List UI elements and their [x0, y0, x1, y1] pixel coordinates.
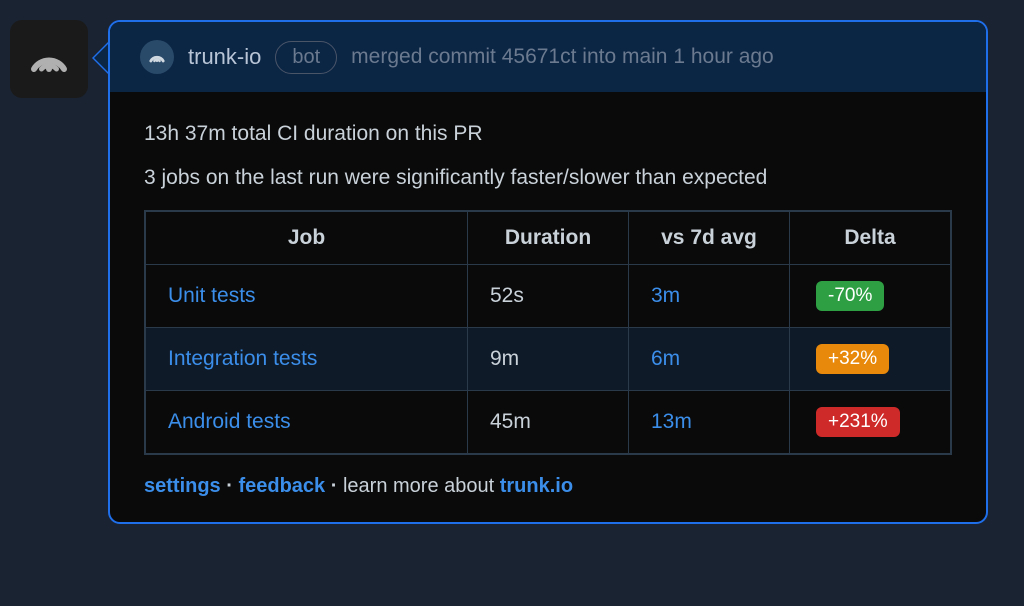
job-link[interactable]: Unit tests: [168, 284, 256, 307]
col-delta: Delta: [790, 212, 951, 265]
table-row: Android tests 45m 13m +231%: [146, 391, 951, 454]
comment-container: trunk-io bot merged commit 45671ct into …: [108, 20, 988, 524]
delta-badge: +32%: [816, 344, 889, 374]
col-vs-avg: vs 7d avg: [629, 212, 790, 265]
bot-badge: bot: [275, 41, 337, 74]
vs-avg-link[interactable]: 3m: [651, 284, 680, 307]
vs-avg-link[interactable]: 6m: [651, 347, 680, 370]
bot-avatar[interactable]: [10, 20, 88, 98]
ci-jobs-table: Job Duration vs 7d avg Delta Unit tests 5…: [144, 210, 952, 455]
col-duration: Duration: [468, 212, 629, 265]
feedback-link[interactable]: feedback: [238, 475, 325, 497]
trunk-io-link[interactable]: trunk.io: [500, 475, 573, 497]
job-link[interactable]: Integration tests: [168, 347, 317, 370]
duration-cell: 9m: [468, 328, 629, 391]
bot-name[interactable]: trunk-io: [188, 44, 261, 70]
delta-badge: +231%: [816, 407, 900, 437]
job-link[interactable]: Android tests: [168, 410, 291, 433]
commit-action-text: merged commit 45671ct into main 1 hour a…: [351, 45, 774, 69]
comment-body: 13h 37m total CI duration on this PR 3 j…: [110, 92, 986, 522]
separator: ·: [221, 475, 239, 497]
separator: ·: [325, 475, 343, 497]
duration-cell: 45m: [468, 391, 629, 454]
table-row: Unit tests 52s 3m -70%: [146, 265, 951, 328]
vs-avg-link[interactable]: 13m: [651, 410, 692, 433]
col-job: Job: [146, 212, 468, 265]
bot-avatar-small[interactable]: [140, 40, 174, 74]
total-duration-text: 13h 37m total CI duration on this PR: [144, 122, 952, 146]
learn-more-prefix: learn more about: [343, 475, 500, 497]
delta-badge: -70%: [816, 281, 884, 311]
settings-link[interactable]: settings: [144, 475, 221, 497]
duration-cell: 52s: [468, 265, 629, 328]
trunk-logo-icon: [24, 34, 74, 84]
footer-links: settings · feedback · learn more about t…: [144, 475, 952, 498]
anomaly-summary-text: 3 jobs on the last run were significantl…: [144, 166, 952, 190]
table-row: Integration tests 9m 6m +32%: [146, 328, 951, 391]
trunk-logo-small-icon: [146, 46, 168, 68]
comment-header: trunk-io bot merged commit 45671ct into …: [110, 22, 986, 92]
